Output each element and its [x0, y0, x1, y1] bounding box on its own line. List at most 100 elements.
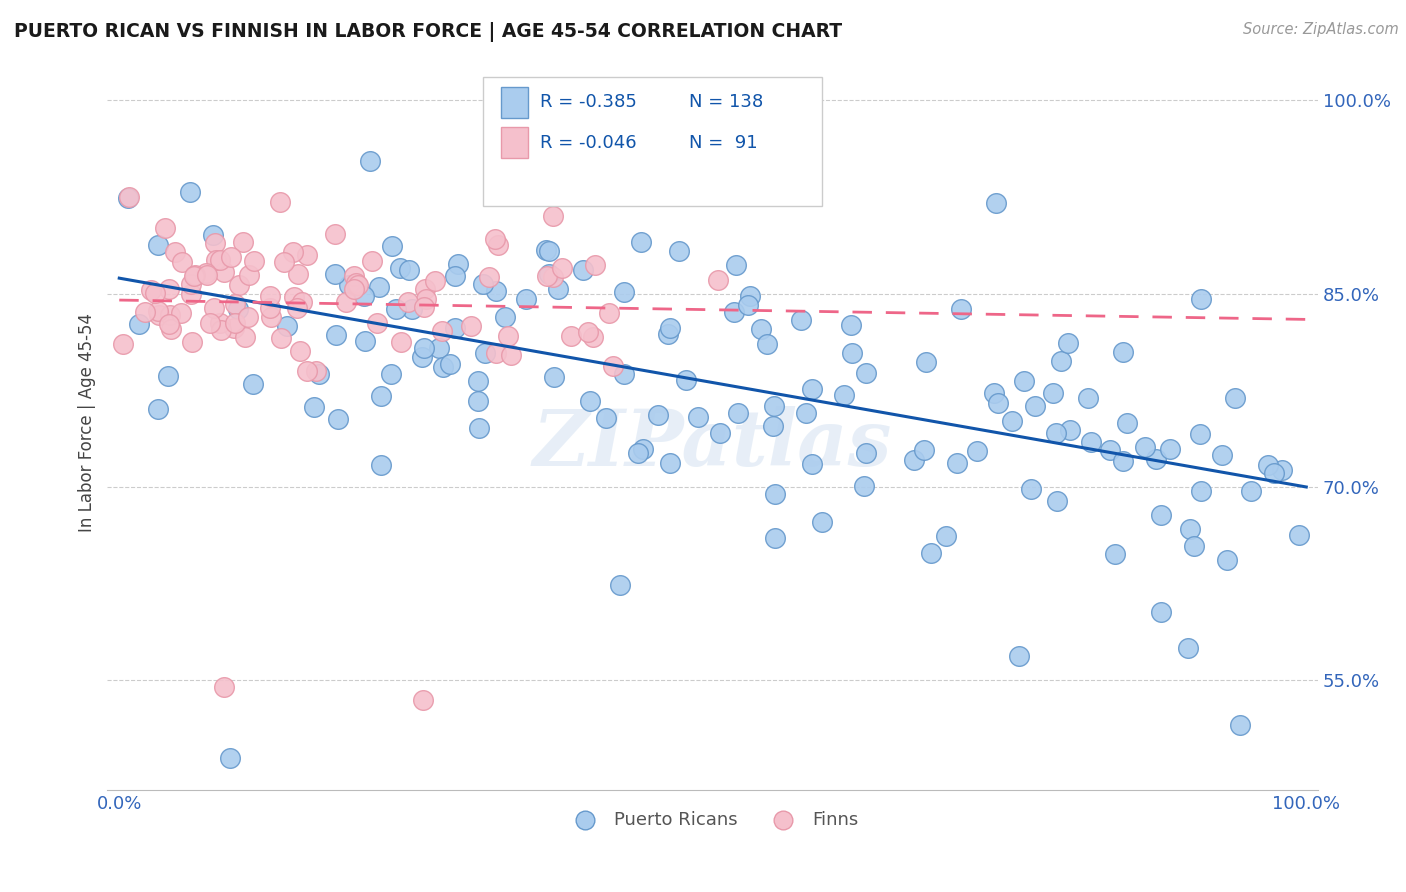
- Point: [1046, 493, 1069, 508]
- Point: [723, 304, 745, 318]
- Point: [627, 446, 650, 460]
- Point: [1000, 414, 1022, 428]
- Point: [366, 316, 388, 330]
- Point: [1112, 453, 1135, 467]
- Point: [946, 456, 969, 470]
- Point: [950, 302, 973, 317]
- Point: [243, 254, 266, 268]
- Point: [538, 244, 561, 259]
- Point: [576, 325, 599, 339]
- Point: [259, 301, 281, 315]
- Point: [852, 478, 875, 492]
- Point: [1288, 528, 1310, 542]
- Point: [323, 267, 346, 281]
- Point: [1263, 467, 1285, 481]
- Point: [1057, 335, 1080, 350]
- Point: [259, 289, 281, 303]
- Point: [163, 245, 186, 260]
- Point: [1042, 385, 1064, 400]
- Point: [478, 269, 501, 284]
- Point: [381, 239, 404, 253]
- Point: [308, 367, 330, 381]
- Point: [839, 318, 862, 332]
- Point: [183, 269, 205, 284]
- Point: [1008, 649, 1031, 664]
- Point: [432, 359, 454, 374]
- Point: [1115, 416, 1137, 430]
- Point: [811, 515, 834, 529]
- Point: [354, 334, 377, 349]
- Point: [484, 232, 506, 246]
- Point: [467, 374, 489, 388]
- Point: [148, 309, 170, 323]
- Bar: [501, 87, 527, 118]
- Point: [344, 277, 367, 292]
- Point: [515, 293, 537, 307]
- Point: [551, 260, 574, 275]
- Point: [832, 388, 855, 402]
- Point: [128, 317, 150, 331]
- Point: [595, 410, 617, 425]
- Point: [1133, 441, 1156, 455]
- Point: [485, 346, 508, 360]
- Point: [494, 310, 516, 324]
- Text: R = -0.046: R = -0.046: [540, 134, 637, 152]
- Point: [353, 289, 375, 303]
- Point: [579, 393, 602, 408]
- Point: [389, 335, 412, 350]
- Point: [283, 290, 305, 304]
- Point: [118, 190, 141, 204]
- Point: [801, 457, 824, 471]
- Point: [370, 389, 392, 403]
- Point: [224, 297, 246, 311]
- Point: [411, 350, 433, 364]
- Point: [560, 328, 582, 343]
- Point: [471, 277, 494, 292]
- Text: Source: ZipAtlas.com: Source: ZipAtlas.com: [1243, 22, 1399, 37]
- Point: [291, 294, 314, 309]
- Point: [288, 343, 311, 358]
- Point: [180, 287, 202, 301]
- Point: [920, 545, 942, 559]
- Point: [727, 406, 749, 420]
- Point: [855, 366, 877, 380]
- Text: N =  91: N = 91: [689, 134, 758, 152]
- Point: [238, 268, 260, 283]
- Point: [1012, 374, 1035, 388]
- Point: [159, 322, 181, 336]
- Point: [157, 283, 180, 297]
- Point: [153, 221, 176, 235]
- Text: ZIPatlas: ZIPatlas: [533, 407, 893, 483]
- Point: [170, 306, 193, 320]
- Point: [688, 409, 710, 424]
- Point: [912, 442, 935, 457]
- Point: [276, 319, 298, 334]
- Point: [572, 263, 595, 277]
- Point: [181, 334, 204, 349]
- Point: [647, 408, 669, 422]
- Point: [724, 258, 747, 272]
- Point: [668, 244, 690, 258]
- Point: [396, 294, 419, 309]
- Point: [547, 282, 569, 296]
- Point: [763, 486, 786, 500]
- Point: [903, 452, 925, 467]
- Point: [737, 298, 759, 312]
- Y-axis label: In Labor Force | Age 45-54: In Labor Force | Age 45-54: [79, 313, 96, 532]
- Point: [496, 329, 519, 343]
- Point: [443, 268, 465, 283]
- Point: [224, 316, 246, 330]
- Point: [412, 341, 434, 355]
- Point: [389, 261, 412, 276]
- Point: [486, 238, 509, 252]
- Point: [1178, 521, 1201, 535]
- Point: [474, 346, 496, 360]
- Point: [367, 280, 389, 294]
- Point: [541, 269, 564, 284]
- Bar: [501, 128, 527, 158]
- Point: [146, 402, 169, 417]
- Text: R = -0.385: R = -0.385: [540, 93, 637, 112]
- Text: PUERTO RICAN VS FINNISH IN LABOR FORCE | AGE 45-54 CORRELATION CHART: PUERTO RICAN VS FINNISH IN LABOR FORCE |…: [14, 22, 842, 42]
- Point: [966, 443, 988, 458]
- Point: [1104, 548, 1126, 562]
